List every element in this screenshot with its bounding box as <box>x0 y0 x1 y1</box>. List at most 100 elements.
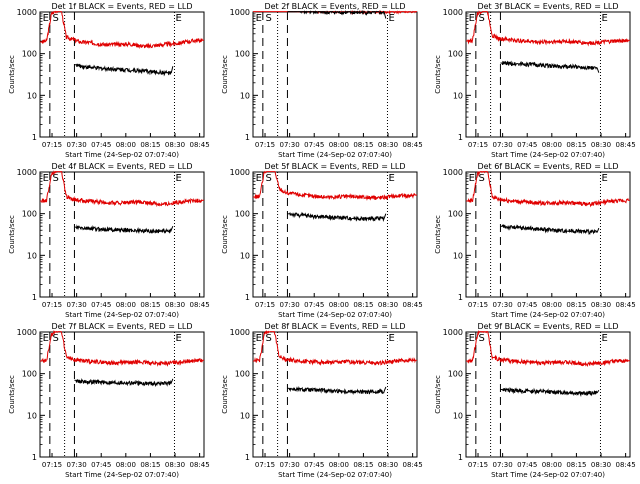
y-tick-label: 1000 <box>230 8 250 17</box>
y-axis-label: Counts/sec <box>8 375 16 414</box>
marker-label-e: E <box>175 173 181 184</box>
x-tick-label: 08:15 <box>353 461 373 469</box>
x-tick-label: 08:45 <box>616 141 636 149</box>
marker-label-e: E <box>256 173 262 184</box>
marker-label-e: E <box>256 333 262 344</box>
marker-label-e: E <box>469 13 475 24</box>
chart-title: Det 4f BLACK = Events, RED = LLD <box>51 162 192 171</box>
chart-panel-4: Det 4f BLACK = Events, RED = LLD 1 10 100 10… <box>0 160 213 320</box>
chart-panel-6: Det 6f BLACK = Events, RED = LLD 1 10 100 10… <box>426 160 639 320</box>
marker-label-e: E <box>469 173 475 184</box>
x-tick-label: 07:15 <box>255 141 275 149</box>
x-tick-label: 08:00 <box>329 461 349 469</box>
marker-label-e: E <box>388 173 394 184</box>
x-tick-label: 08:15 <box>566 461 586 469</box>
y-axis-label: Counts/sec <box>8 215 16 254</box>
y-tick-label: 10 <box>240 251 250 260</box>
chart-title: Det 6f BLACK = Events, RED = LLD <box>477 162 618 171</box>
x-tick-label: 08:15 <box>140 301 160 309</box>
y-tick-label: 100 <box>22 50 37 59</box>
x-tick-label: 08:30 <box>591 461 611 469</box>
x-tick-label: 08:00 <box>542 301 562 309</box>
y-tick-label: 1 <box>458 133 463 142</box>
series-line-events <box>287 211 387 223</box>
y-axis-label: Counts/sec <box>221 375 229 414</box>
chart-panel-8: Det 8f BLACK = Events, RED = LLD 1 10 100 10… <box>213 320 426 480</box>
x-tick-label: 08:15 <box>353 141 373 149</box>
marker-label-e: E <box>601 173 607 184</box>
y-tick-label: 1 <box>32 453 37 462</box>
marker-label-e: E <box>601 13 607 24</box>
y-tick-label: 10 <box>27 251 37 260</box>
y-tick-label: 10 <box>453 411 463 420</box>
chart-title: Det 1f BLACK = Events, RED = LLD <box>51 2 192 11</box>
x-axis-label: Start Time (24-Sep-02 07:07:40) <box>491 471 605 479</box>
chart-title: Det 5f BLACK = Events, RED = LLD <box>264 162 405 171</box>
x-tick-label: 08:30 <box>378 141 398 149</box>
y-tick-label: 10 <box>27 91 37 100</box>
chart-svg: Det 7f BLACK = Events, RED = LLD 1 10 100 10… <box>8 322 210 479</box>
marker-label-e: E <box>43 173 49 184</box>
chart-title: Det 8f BLACK = Events, RED = LLD <box>264 322 405 331</box>
x-tick-label: 07:45 <box>517 301 537 309</box>
x-axis-label: Start Time (24-Sep-02 07:07:40) <box>278 151 392 159</box>
x-tick-label: 07:15 <box>468 461 488 469</box>
series-line-lld <box>465 330 631 367</box>
y-tick-label: 1000 <box>17 328 37 337</box>
y-tick-label: 1000 <box>17 8 37 17</box>
x-tick-label: 08:30 <box>378 461 398 469</box>
plot-frame <box>39 171 205 298</box>
x-tick-label: 08:45 <box>616 301 636 309</box>
plot-frame <box>252 171 418 298</box>
x-tick-label: 07:30 <box>493 301 513 309</box>
y-tick-label: 100 <box>235 50 250 59</box>
x-tick-label: 07:15 <box>255 301 275 309</box>
chart-svg: Det 4f BLACK = Events, RED = LLD 1 10 100 10… <box>8 162 210 319</box>
y-tick-label: 1 <box>458 293 463 302</box>
series-line-events <box>74 224 174 235</box>
x-axis-label: Start Time (24-Sep-02 07:07:40) <box>491 311 605 319</box>
marker-label-s: S <box>52 173 58 184</box>
x-tick-label: 07:15 <box>255 461 275 469</box>
plot-frame <box>465 171 631 298</box>
x-tick-label: 07:15 <box>42 301 62 309</box>
chart-svg: Det 2f BLACK = Events, RED = LLD 1 10 100 10… <box>221 2 423 159</box>
chart-title: Det 3f BLACK = Events, RED = LLD <box>477 2 618 11</box>
chart-svg: Det 3f BLACK = Events, RED = LLD 1 10 100 10… <box>434 2 636 159</box>
marker-label-e: E <box>388 333 394 344</box>
x-tick-label: 08:45 <box>403 301 423 309</box>
x-tick-label: 08:15 <box>566 301 586 309</box>
y-tick-label: 100 <box>22 370 37 379</box>
x-axis-label: Start Time (24-Sep-02 07:07:40) <box>65 471 179 479</box>
x-tick-label: 07:30 <box>67 301 87 309</box>
y-tick-label: 10 <box>27 411 37 420</box>
x-tick-label: 07:30 <box>280 301 300 309</box>
chart-panel-3: Det 3f BLACK = Events, RED = LLD 1 10 100 10… <box>426 0 639 160</box>
x-tick-label: 08:30 <box>378 301 398 309</box>
series-line-lld <box>39 170 205 208</box>
marker-label-s: S <box>265 333 271 344</box>
x-tick-label: 07:45 <box>91 461 111 469</box>
series-line-lld <box>39 10 204 50</box>
marker-label-s: S <box>478 333 484 344</box>
x-tick-label: 07:15 <box>468 301 488 309</box>
chart-panel-9: Det 9f BLACK = Events, RED = LLD 1 10 100 10… <box>426 320 639 480</box>
series-line-lld <box>39 329 205 367</box>
chart-svg: Det 1f BLACK = Events, RED = LLD 1 10 100 10… <box>8 2 210 159</box>
x-tick-label: 08:15 <box>140 141 160 149</box>
marker-label-e: E <box>601 333 607 344</box>
y-tick-label: 1000 <box>443 8 463 17</box>
series-line-events <box>287 9 387 19</box>
y-tick-label: 1000 <box>230 328 250 337</box>
x-tick-label: 07:30 <box>493 141 513 149</box>
chart-title: Det 7f BLACK = Events, RED = LLD <box>51 322 192 331</box>
series-line-lld <box>465 170 631 208</box>
marker-label-s: S <box>265 13 271 24</box>
x-tick-label: 08:45 <box>190 461 210 469</box>
chart-svg: Det 8f BLACK = Events, RED = LLD 1 10 100 10… <box>221 322 423 479</box>
x-tick-label: 07:45 <box>304 301 324 309</box>
x-axis-label: Start Time (24-Sep-02 07:07:40) <box>278 471 392 479</box>
plot-frame <box>252 331 418 458</box>
chart-panel-7: Det 7f BLACK = Events, RED = LLD 1 10 100 10… <box>0 320 213 480</box>
marker-label-e: E <box>43 333 49 344</box>
